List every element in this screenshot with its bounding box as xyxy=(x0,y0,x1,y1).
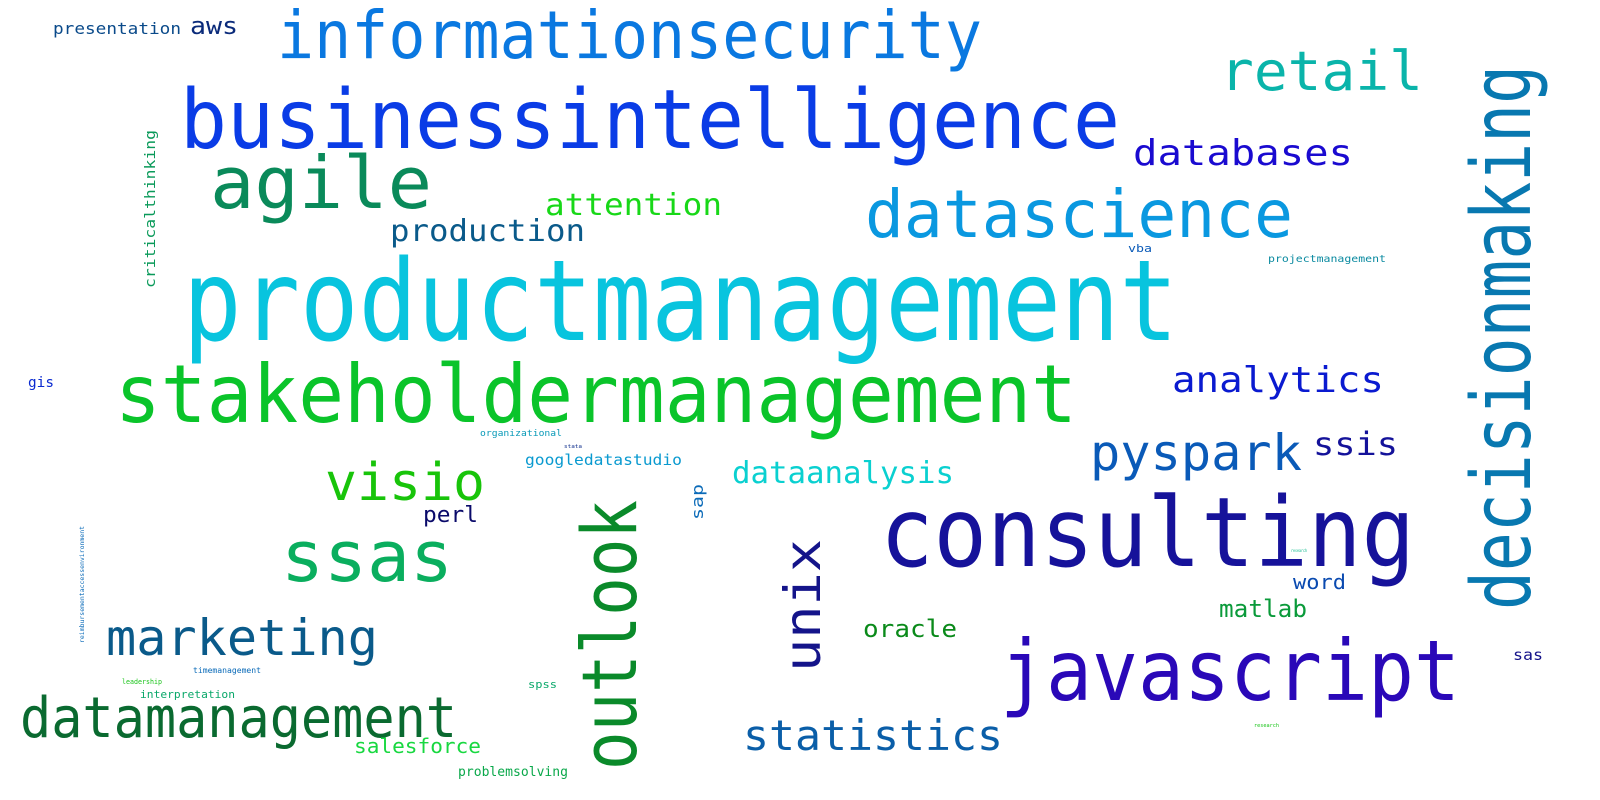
word-reimbursementaccessenvironment: reimbursementaccessenvironment xyxy=(79,526,86,643)
word-productmanagement: productmanagement xyxy=(183,237,1178,367)
word-databases: databases xyxy=(1133,133,1353,174)
word-consulting: consulting xyxy=(880,477,1415,589)
word-vba: vba xyxy=(1128,242,1152,255)
word-ssas: ssas xyxy=(281,516,453,598)
word-attention: attention xyxy=(545,188,722,223)
word-agile: agile xyxy=(210,141,432,225)
word-analytics: analytics xyxy=(1172,360,1384,401)
word-research: research xyxy=(1254,723,1279,729)
word-googledatastudio: googledatastudio xyxy=(525,451,682,469)
word-timemanagement: timemanagement xyxy=(193,666,261,675)
word-decisionmaking: decisionmaking xyxy=(1455,65,1550,610)
word-projectmanagement: projectmanagement xyxy=(1268,254,1386,265)
word-javascript: javascript xyxy=(1000,622,1460,720)
word-informationsecurity: informationsecurity xyxy=(277,0,982,74)
word-word: word xyxy=(1293,570,1346,594)
word-problemsolving: problemsolving xyxy=(458,765,568,780)
word-datascience: datascience xyxy=(865,176,1293,253)
word-criticalthinking: criticalthinking xyxy=(143,130,159,288)
word-aws: aws xyxy=(190,12,238,40)
word-presentation: presentation xyxy=(53,19,181,38)
word-outlook: outlook xyxy=(565,500,654,770)
word-pyspark: pyspark xyxy=(1090,424,1302,482)
word-unix: unix xyxy=(774,539,832,672)
word-spss: spss xyxy=(528,678,557,691)
word-businessintelligence: businessintelligence xyxy=(180,73,1120,168)
word-stakeholdermanagement: stakeholdermanagement xyxy=(115,348,1077,441)
word-dataanalysis: dataanalysis xyxy=(732,456,954,491)
word-ssis: ssis xyxy=(1313,425,1398,463)
word-statistics: statistics xyxy=(743,711,1003,760)
word-organizational: organizational xyxy=(480,429,562,439)
word-leadership: leadership xyxy=(122,678,162,686)
word-production: production xyxy=(390,214,585,249)
word-interpretation: interpretation xyxy=(140,688,235,701)
word-sas: sas xyxy=(1513,646,1543,664)
word-marketing: marketing xyxy=(106,609,378,667)
word-sap: sap xyxy=(688,484,707,520)
word-gis: gis xyxy=(28,375,54,391)
word-oracle: oracle xyxy=(863,615,957,643)
word-retail: retail xyxy=(1220,40,1423,103)
word-research-2: research xyxy=(1291,548,1307,553)
word-datamanagement: datamanagement xyxy=(20,686,457,751)
word-visio: visio xyxy=(325,453,485,513)
word-salesforce: salesforce xyxy=(354,734,481,758)
word-stata: stata xyxy=(564,444,582,450)
word-perl: perl xyxy=(423,503,478,528)
word-matlab: matlab xyxy=(1219,595,1307,623)
